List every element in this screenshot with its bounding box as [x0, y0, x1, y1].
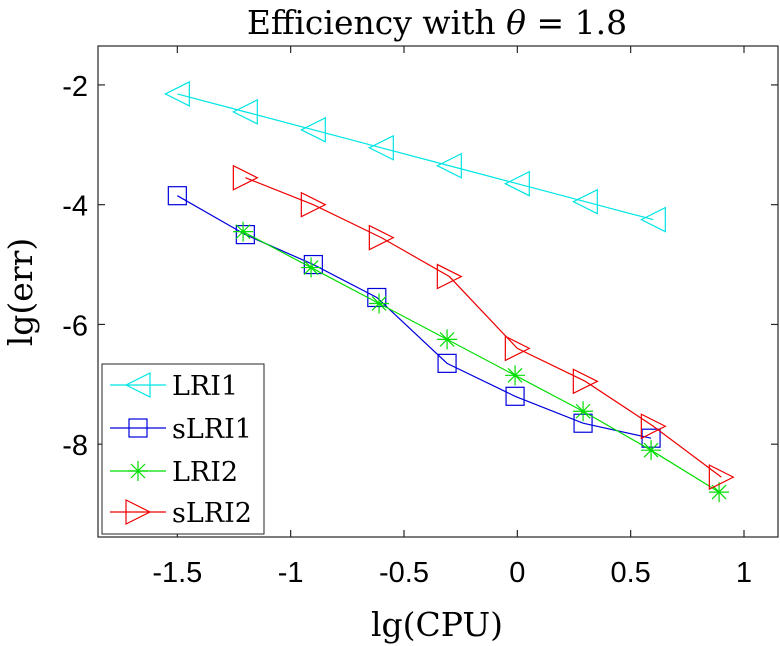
data-point-lri2 — [641, 440, 662, 461]
series-line-slri2 — [245, 177, 722, 478]
data-point-slri2 — [504, 335, 531, 362]
x-axis: -1.5 -1 -0.5 0 0.5 1 — [152, 46, 752, 589]
x-tick-label: 1 — [736, 557, 752, 589]
chart-title: Efficiency with θ = 1.8 — [247, 3, 627, 42]
data-point-slri2 — [708, 464, 735, 491]
data-point-lri1 — [231, 98, 258, 125]
data-point-slri2 — [232, 164, 259, 191]
x-tick-label: -0.5 — [379, 557, 429, 589]
legend-label-slri2: sLRI2 — [172, 498, 252, 529]
data-point-lri1 — [639, 206, 666, 233]
data-point-slri2 — [368, 224, 395, 251]
data-point-slri2 — [572, 368, 599, 395]
data-point-lri1 — [299, 116, 326, 143]
legend-box — [101, 363, 265, 535]
data-point-lri2 — [505, 365, 526, 386]
legend-marker-lri2 — [128, 461, 148, 481]
legend-item-lri2: LRI2 — [110, 457, 238, 488]
legend-item-slri1: sLRI1 — [110, 414, 252, 445]
data-point-lri2 — [709, 482, 730, 503]
y-axis-label: lg(err) — [1, 238, 40, 347]
chart-title-suffix: = 1.8 — [526, 3, 627, 42]
series-line-lri2 — [242, 231, 720, 493]
chart-title-prefix: Efficiency with — [247, 3, 506, 42]
y-tick-label: -4 — [62, 191, 88, 223]
data-point-lri1 — [367, 134, 394, 161]
data-point-lri1 — [503, 170, 530, 197]
legend-item-slri2: sLRI2 — [110, 498, 252, 529]
data-point-slri2 — [300, 191, 327, 218]
data-point-lri1 — [163, 80, 190, 107]
y-tick-label: -8 — [62, 430, 88, 462]
legend-label-lri2: LRI2 — [172, 457, 238, 488]
y-tick-label: -2 — [62, 71, 88, 103]
data-point-lri2 — [437, 329, 458, 350]
legend-marker-slri2 — [125, 499, 152, 525]
series-slri2 — [232, 164, 735, 491]
data-point-slri1 — [437, 353, 457, 373]
x-axis-label: lg(CPU) — [371, 605, 503, 644]
series-layer — [163, 80, 735, 503]
data-point-slri1 — [167, 186, 187, 206]
axes-box — [97, 45, 779, 538]
x-tick-label: -1 — [278, 557, 304, 589]
data-point-lri2 — [573, 401, 594, 422]
legend-item-lri1: LRI1 — [110, 371, 238, 402]
series-lri2 — [233, 221, 730, 503]
data-point-lri2 — [301, 257, 322, 278]
plot-area — [97, 45, 779, 538]
y-tick-label: -6 — [62, 310, 88, 342]
data-point-slri1 — [505, 386, 525, 406]
data-point-slri2 — [640, 413, 667, 440]
data-point-lri2 — [233, 221, 254, 242]
y-axis: -2 -4 -6 -8 — [62, 71, 778, 462]
series-lri1 — [163, 80, 666, 233]
data-point-lri2 — [369, 293, 390, 314]
legend-marker-lri1 — [124, 372, 151, 398]
x-tick-label: 0.5 — [611, 557, 651, 589]
data-point-lri1 — [571, 188, 598, 215]
x-tick-label: -1.5 — [152, 557, 202, 589]
x-tick-label: 0 — [509, 557, 525, 589]
data-point-slri2 — [436, 263, 463, 290]
series-line-slri1 — [177, 195, 652, 439]
legend: LRI1 sLRI1 LRI2 sLRI2 — [101, 363, 265, 535]
legend-marker-slri1 — [128, 418, 148, 438]
legend-label-lri1: LRI1 — [172, 371, 238, 402]
legend-label-slri1: sLRI1 — [172, 414, 252, 445]
data-point-slri1 — [235, 225, 255, 245]
data-point-lri1 — [435, 152, 462, 179]
chart-title-symbol: θ — [506, 3, 526, 42]
series-line-lri1 — [177, 93, 654, 221]
